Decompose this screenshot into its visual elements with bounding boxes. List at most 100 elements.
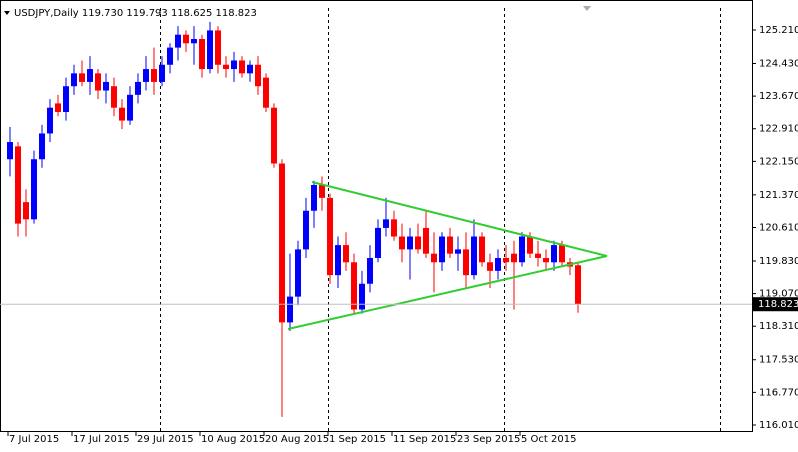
candle-body bbox=[367, 257, 373, 284]
candle-body bbox=[135, 81, 141, 95]
y-tick-label: 122.150 bbox=[759, 156, 798, 167]
y-tick-label: 122.910 bbox=[759, 124, 798, 135]
candle-body bbox=[167, 47, 173, 65]
y-tick-label: 118.310 bbox=[759, 321, 798, 332]
candle-body bbox=[207, 30, 213, 70]
y-tick-label: 125.210 bbox=[759, 25, 798, 36]
x-tick-label: 11 Sep 2015 bbox=[393, 434, 456, 445]
plot-frame bbox=[0, 0, 753, 432]
y-tick-label: 117.530 bbox=[759, 355, 798, 366]
candle-body bbox=[255, 64, 261, 87]
candle-body bbox=[431, 253, 437, 263]
menu-arrow[interactable] bbox=[4, 11, 10, 15]
candle-body bbox=[319, 184, 325, 198]
candle-body bbox=[55, 103, 61, 112]
candle-body bbox=[311, 184, 317, 211]
candle-body bbox=[359, 283, 365, 310]
candle-body bbox=[303, 210, 309, 250]
candle-body bbox=[519, 236, 525, 263]
shift-marker bbox=[583, 6, 591, 11]
candle-body bbox=[39, 133, 45, 160]
x-tick-label: 7 Jul 2015 bbox=[9, 434, 59, 445]
candle-body bbox=[575, 265, 581, 305]
x-tick-label: 1 Sep 2015 bbox=[329, 434, 386, 445]
candle-body bbox=[535, 253, 541, 258]
x-tick-label: 5 Oct 2015 bbox=[521, 434, 576, 445]
candle-body bbox=[119, 107, 125, 121]
candle-body bbox=[471, 236, 477, 276]
candle-body bbox=[79, 73, 85, 82]
candle-body bbox=[407, 236, 413, 250]
candle-body bbox=[295, 249, 301, 297]
candle-body bbox=[151, 69, 157, 82]
y-tick-label: 116.770 bbox=[759, 387, 798, 398]
candle-body bbox=[95, 73, 101, 91]
candle-body bbox=[127, 94, 133, 121]
candle-body bbox=[423, 227, 429, 254]
candle-body bbox=[287, 296, 293, 323]
y-tick-label: 123.670 bbox=[759, 91, 798, 102]
y-tick-label: 119.830 bbox=[759, 256, 798, 267]
candle-body bbox=[71, 73, 77, 87]
candle-body bbox=[231, 60, 237, 70]
candle-body bbox=[191, 39, 197, 44]
candle-body bbox=[399, 236, 405, 250]
triangle-trendlines bbox=[287, 181, 608, 330]
y-tick-label: 119.070 bbox=[759, 289, 798, 300]
y-tick-label: 120.610 bbox=[759, 222, 798, 233]
x-tick-label: 20 Aug 2015 bbox=[265, 434, 329, 445]
candle-body bbox=[327, 197, 333, 276]
candle-body bbox=[15, 146, 21, 224]
candle-body bbox=[7, 142, 13, 160]
candle-body bbox=[415, 236, 421, 250]
candle-body bbox=[455, 249, 461, 254]
candle-body bbox=[47, 107, 53, 134]
candle-body bbox=[103, 81, 109, 91]
candle-body bbox=[183, 34, 189, 44]
candle-body bbox=[271, 107, 277, 164]
y-tick-label: 124.430 bbox=[759, 58, 798, 69]
candle-body bbox=[559, 245, 565, 263]
candle-body bbox=[447, 236, 453, 254]
candle-body bbox=[503, 257, 509, 263]
candle-body bbox=[495, 257, 501, 271]
candle-body bbox=[527, 236, 533, 254]
current-price-box bbox=[753, 297, 798, 312]
candle-body bbox=[439, 236, 445, 263]
candle-body bbox=[247, 64, 253, 74]
candle-body bbox=[351, 262, 357, 310]
trendline-upper bbox=[311, 181, 608, 257]
x-tick-label: 23 Sep 2015 bbox=[457, 434, 520, 445]
trendline-lower bbox=[287, 255, 608, 330]
x-tick-label: 29 Jul 2015 bbox=[137, 434, 194, 445]
candle-body bbox=[111, 86, 117, 108]
candle-body bbox=[87, 69, 93, 82]
candle-body bbox=[263, 77, 269, 108]
candle-body bbox=[335, 245, 341, 276]
candle-body bbox=[31, 159, 37, 220]
candle-body bbox=[487, 262, 493, 271]
candle-body bbox=[215, 30, 221, 65]
candle-body bbox=[511, 253, 517, 263]
candle-body bbox=[479, 236, 485, 263]
candle-body bbox=[23, 202, 29, 220]
candle-body bbox=[199, 39, 205, 70]
candle-body bbox=[159, 64, 165, 82]
y-tick-label: 121.370 bbox=[759, 190, 798, 201]
candle-body bbox=[279, 163, 285, 323]
candle-body bbox=[343, 245, 349, 263]
candle-body bbox=[383, 219, 389, 228]
current-price-label: 118.823 bbox=[758, 299, 798, 310]
candle-body bbox=[223, 64, 229, 70]
candles bbox=[7, 21, 581, 417]
candle-body bbox=[63, 86, 69, 112]
candle-body bbox=[391, 219, 397, 237]
candle-body bbox=[375, 227, 381, 258]
x-tick-label: 17 Jul 2015 bbox=[73, 434, 130, 445]
chart-title: USDJPY,Daily 119.730 119.793 118.625 118… bbox=[14, 8, 257, 19]
candle-body bbox=[543, 257, 549, 263]
candle-body bbox=[143, 69, 149, 82]
candle-body bbox=[239, 60, 245, 74]
